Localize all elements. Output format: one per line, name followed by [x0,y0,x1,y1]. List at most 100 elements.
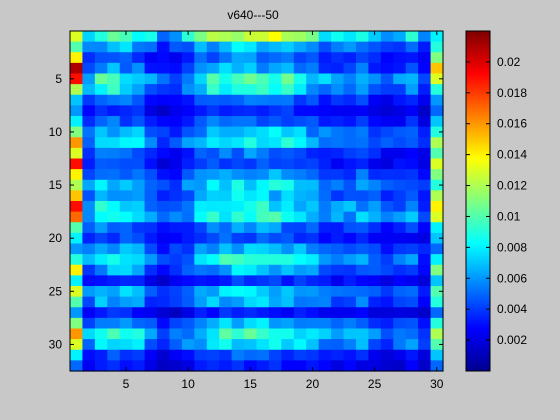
heatmap-cell [194,254,208,266]
heatmap-cell [94,190,108,202]
heatmap-cell [430,339,444,351]
heatmap-cell [268,179,282,191]
heatmap-cell [343,158,357,170]
heatmap-cell [107,41,121,53]
heatmap-cell [343,147,357,160]
heatmap-cell [169,137,183,149]
heatmap-cell [181,264,195,276]
y-tick-label: 10 [49,125,63,139]
heatmap-cell [268,264,282,276]
plot-area-frame [69,30,444,372]
heatmap-cell [268,339,282,351]
heatmap-cell [219,286,233,298]
heatmap-cell [70,73,84,85]
heatmap-cell [405,126,419,138]
heatmap-cell [169,126,183,138]
heatmap-cell [144,232,158,245]
heatmap-cell [157,339,171,351]
heatmap-cell [219,328,233,340]
heatmap-cell [157,349,171,361]
heatmap-cell [219,317,233,330]
heatmap-cell [119,84,133,96]
heatmap-cell [418,137,432,149]
heatmap-cell [107,84,121,96]
heatmap-cell [119,339,133,351]
heatmap-cell [94,339,108,351]
heatmap-cell [293,254,307,266]
heatmap-cell [144,41,158,53]
heatmap-cell [393,232,407,245]
heatmap-cell [94,317,108,330]
heatmap-cell [119,158,133,170]
heatmap-cell [368,147,382,160]
heatmap-cell [368,296,382,308]
heatmap-cell [343,41,357,53]
heatmap-cell [430,147,444,160]
heatmap-cell [231,296,245,308]
heatmap-cell [206,317,220,330]
heatmap-cell [82,126,96,138]
heatmap-cell [82,116,96,128]
colorbar-tick-label: 0.006 [497,271,527,285]
heatmap-cell [281,84,295,96]
heatmap-cell [393,201,407,213]
heatmap-cell [331,201,345,213]
heatmap-cell [318,307,332,319]
heatmap-cell [119,275,133,287]
heatmap-cell [331,286,345,298]
heatmap-cell [418,222,432,234]
heatmap-cell [70,275,84,287]
heatmap-cell [169,360,183,372]
heatmap-cell [293,147,307,160]
heatmap-cell [206,211,220,223]
heatmap-cell [82,73,96,85]
heatmap-cell [244,349,258,361]
heatmap-cell [206,307,220,319]
heatmap-cell [94,147,108,160]
heatmap-cell [293,84,307,96]
heatmap-cell [318,62,332,75]
heatmap-cell [281,147,295,160]
heatmap-cell [244,169,258,181]
heatmap-cell [231,147,245,160]
heatmap-cell [94,360,108,372]
heatmap-cell [306,137,320,149]
heatmap-cell [132,232,146,245]
heatmap-cell [70,360,84,372]
heatmap-cell [293,105,307,117]
heatmap-cell [231,105,245,117]
heatmap-cell [281,126,295,138]
heatmap-cell [380,286,394,298]
heatmap-cell [256,137,270,149]
heatmap-cell [169,94,183,106]
heatmap-cell [157,179,171,191]
heatmap-cell [281,254,295,266]
heatmap-cell [169,73,183,85]
heatmap-cell [343,52,357,64]
heatmap-cell [306,31,320,43]
heatmap-cell [318,169,332,181]
heatmap-cell [157,73,171,85]
heatmap-cell [94,296,108,308]
heatmap-cell [206,286,220,298]
heatmap-cell [343,349,357,361]
heatmap-cell [119,286,133,298]
heatmap-cell [107,275,121,287]
heatmap-cell [82,360,96,372]
heatmap-cell [206,169,220,181]
heatmap-cell [405,73,419,85]
heatmap-cell [405,52,419,64]
x-tick-label: 5 [123,377,130,391]
heatmap-cell [318,147,332,160]
heatmap-cell [430,169,444,181]
heatmap-cell [119,190,133,202]
heatmap-cell [256,73,270,85]
heatmap-cell [343,169,357,181]
heatmap-cell [343,264,357,276]
heatmap-cell [144,296,158,308]
x-tick-label: 20 [306,377,320,391]
heatmap-cell [256,169,270,181]
heatmap-cell [393,137,407,149]
colorbar-tick-label: 0.016 [497,117,527,131]
heatmap-cell [219,73,233,85]
